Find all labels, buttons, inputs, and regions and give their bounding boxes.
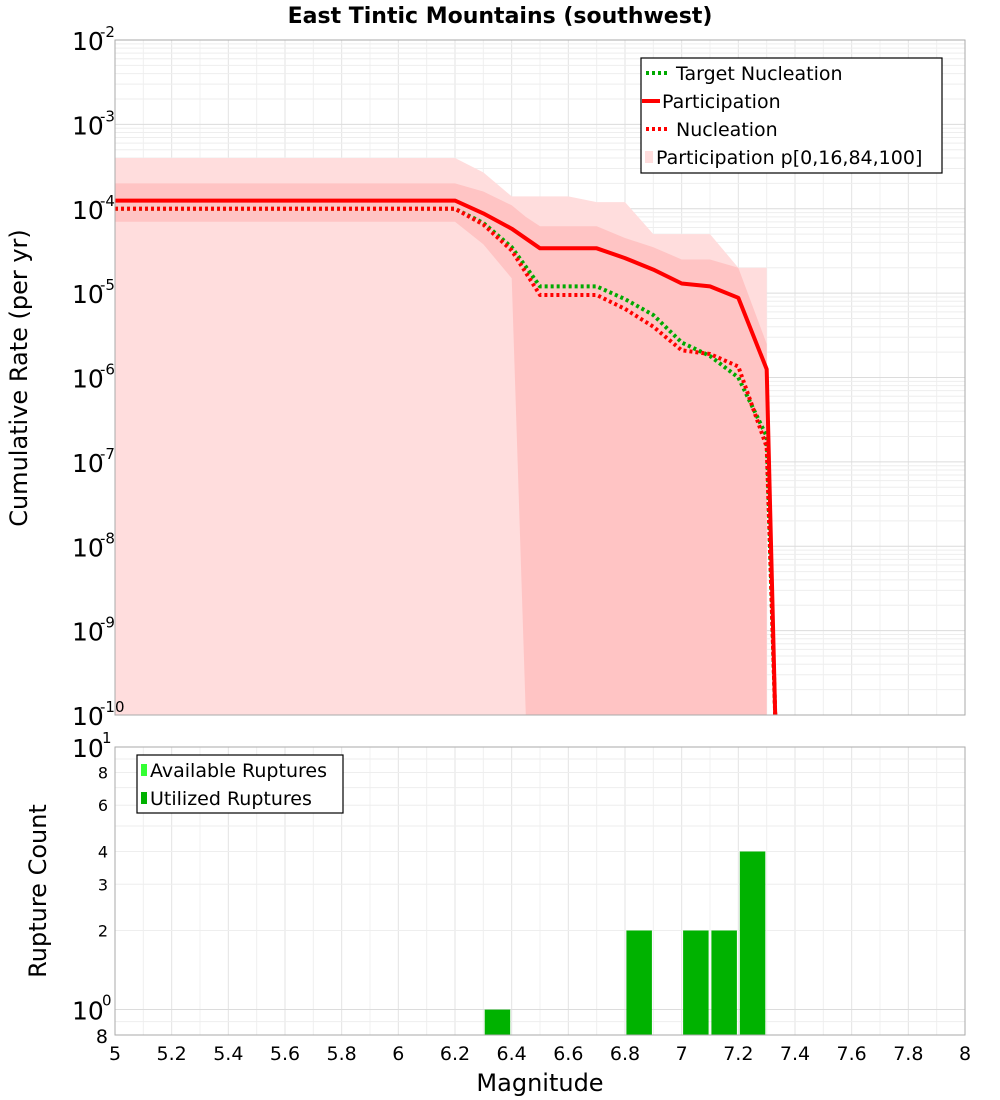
- y-tick-label: 100: [72, 992, 112, 1026]
- legend-participation-band: Participation p[0,16,84,100]: [656, 147, 922, 169]
- y-tick-exponent: -4: [100, 192, 115, 210]
- rate-plot-legend: Target Nucleation Participation Nucleati…: [640, 57, 943, 174]
- rate-legend-box: [640, 57, 943, 174]
- x-tick-label: 5.6: [270, 1043, 300, 1065]
- y-tick-base: 10: [72, 27, 104, 56]
- legend-nucleation: Nucleation: [676, 119, 778, 141]
- x-tick-label: 7.2: [723, 1043, 753, 1065]
- x-tick-label: 7.8: [893, 1043, 923, 1065]
- x-tick-label: 6: [392, 1043, 404, 1065]
- x-tick-label: 6.2: [440, 1043, 470, 1065]
- y-tick-exponent: 0: [102, 992, 112, 1010]
- x-tick-label: 5.2: [157, 1043, 187, 1065]
- utilized-rupture-bar: [739, 851, 766, 1035]
- y-minor-tick-label: 4: [98, 842, 108, 861]
- y-tick-base: 10: [72, 196, 104, 225]
- x-tick-label: 5.8: [327, 1043, 357, 1065]
- chart-title: East Tintic Mountains (southwest): [288, 4, 713, 29]
- y-tick-exponent: -5: [100, 276, 115, 294]
- x-tick-label: 6.6: [553, 1043, 583, 1065]
- participation-band-p16-p84: [115, 183, 767, 715]
- x-axis-label: Magnitude: [476, 1069, 603, 1097]
- legend-available-ruptures: Available Ruptures: [150, 760, 327, 782]
- y-minor-tick-label: 8: [98, 763, 108, 782]
- rupture-plot-frame: [114, 746, 966, 1036]
- x-tick-label: 5.4: [213, 1043, 243, 1065]
- y-minor-tick-label: 2: [98, 922, 108, 941]
- x-tick-label: 6.4: [497, 1043, 527, 1065]
- y-tick-exponent: -9: [100, 614, 115, 632]
- y-tick-exponent: -7: [100, 445, 115, 463]
- y-tick-label: 101: [72, 729, 112, 763]
- utilized-rupture-bar: [683, 930, 709, 1035]
- y-tick-base: 10: [72, 618, 104, 647]
- y-tick-label: 10-9: [72, 614, 115, 647]
- y-tick-label: 10-8: [72, 529, 115, 562]
- rate-plot-y-label: Cumulative Rate (per yr): [5, 229, 33, 527]
- y-tick-exponent: -8: [100, 529, 115, 547]
- y-tick-base: 10: [72, 997, 104, 1026]
- y-minor-tick-label: 3: [98, 875, 108, 894]
- y-tick-exponent: 1: [102, 729, 112, 747]
- x-tick-label: 7.4: [780, 1043, 810, 1065]
- legend-participation: Participation: [662, 91, 781, 113]
- y-tick-label: 10-5: [72, 276, 115, 309]
- y-tick-base: 10: [72, 449, 104, 478]
- y-tick-base: 10: [72, 533, 104, 562]
- x-tick-label: 7.6: [837, 1043, 867, 1065]
- y-tick-label: 10-2: [72, 23, 115, 56]
- participation-line: [115, 198, 778, 716]
- y-tick-label: 10-4: [72, 192, 115, 225]
- rupture-plot-bars: [484, 851, 766, 1035]
- y-tick-exponent: -10: [100, 698, 125, 716]
- legend-target-nucleation: Target Nucleation: [675, 63, 843, 85]
- y-tick-label: 10-7: [72, 445, 115, 478]
- y-minor-tick-label: 6: [98, 796, 108, 815]
- y-tick-label: 10-10: [72, 698, 125, 731]
- y-tick-label: 10-3: [72, 107, 115, 140]
- y-tick-base: 10: [72, 111, 104, 140]
- utilized-rupture-bar: [626, 930, 652, 1035]
- y-tick-base: 10: [72, 280, 104, 309]
- utilized-rupture-bar: [484, 1009, 511, 1035]
- y-tick-exponent: -2: [100, 23, 115, 41]
- rate-plot-bands: [115, 158, 767, 715]
- rupture-plot-y-label: Rupture Count: [24, 804, 52, 978]
- x-tick-label: 5: [109, 1043, 121, 1065]
- x-tick-label: 8: [959, 1043, 971, 1065]
- y-tick-exponent: -3: [100, 107, 115, 125]
- utilized-rupture-bar: [711, 930, 737, 1035]
- legend-available-swatch: [141, 764, 147, 776]
- nucleation-line: [115, 206, 778, 716]
- target-nucleation-line: [115, 206, 778, 716]
- legend-participation-band-swatch: [645, 151, 653, 163]
- y-tick-label: 10-6: [72, 361, 115, 394]
- y-tick-base: 10: [72, 365, 104, 394]
- y-tick-base: 10: [72, 734, 104, 763]
- y-tick-base: 10: [72, 702, 104, 731]
- rate-plot-y-ticks: 10-210-310-410-510-610-710-810-910-10: [72, 23, 125, 731]
- rupture-plot-legend: Available Ruptures Utilized Ruptures: [136, 754, 344, 814]
- rupture-plot-x-ticks: 5 5.2 5.4 5.6 5.8 6 6.2 6.4 6.6 6.8 7 7.2 7.4 7.6 7.8 8: [109, 1043, 971, 1065]
- y-tick-exponent: -6: [100, 361, 115, 379]
- legend-utilized-swatch: [141, 792, 147, 804]
- rate-plot-panel: 10-210-310-410-510-610-710-810-910-10 Cu…: [5, 23, 966, 731]
- x-tick-label: 7: [676, 1043, 688, 1065]
- rate-plot-frame: [114, 39, 966, 716]
- y-minor-tick-label: 8: [96, 1026, 108, 1048]
- rate-plot-lines: [115, 198, 778, 716]
- legend-utilized-ruptures: Utilized Ruptures: [150, 788, 312, 810]
- rupture-legend-box: [136, 754, 344, 814]
- x-tick-label: 6.8: [610, 1043, 640, 1065]
